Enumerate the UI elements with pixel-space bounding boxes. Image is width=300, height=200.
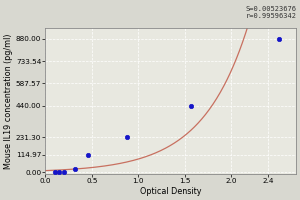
Point [57, 171, 62, 174]
Point [61, 170, 66, 174]
Point [86, 153, 91, 157]
Y-axis label: Mouse IL19 concentration (pg/ml): Mouse IL19 concentration (pg/ml) [4, 33, 13, 169]
Point [73, 168, 78, 171]
X-axis label: Optical Density: Optical Density [140, 187, 201, 196]
Point [277, 37, 281, 40]
Text: S=0.00523676
r=0.99596342: S=0.00523676 r=0.99596342 [246, 6, 297, 19]
Point [125, 136, 130, 139]
Point [189, 104, 194, 107]
Point [52, 171, 57, 174]
